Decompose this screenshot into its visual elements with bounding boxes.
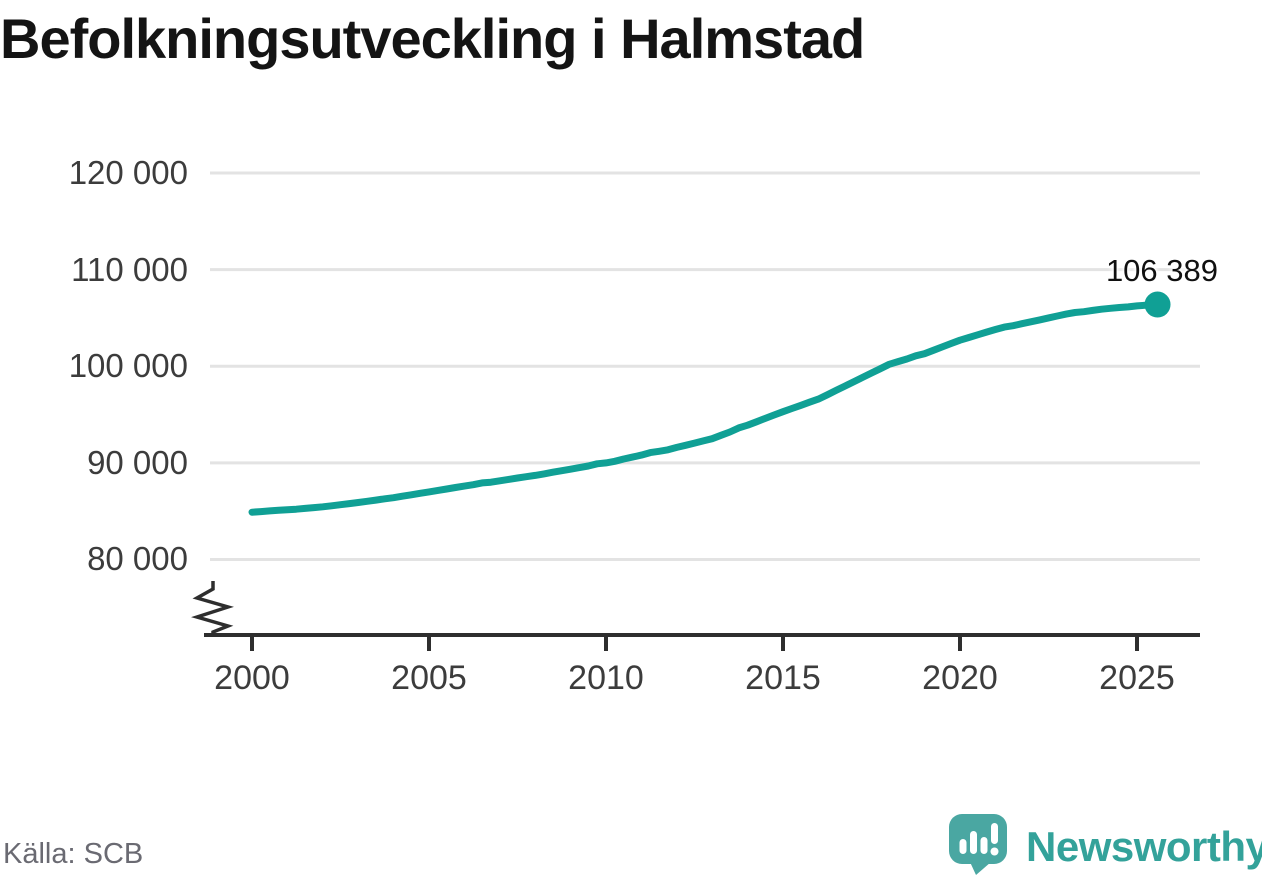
newsworthy-logo: Newsworthy — [946, 812, 1262, 876]
newsworthy-bubble-chart-icon — [949, 814, 1007, 875]
end-value-label: 106 389 — [1105, 253, 1218, 288]
y-axis-tick-label: 120 000 — [68, 154, 188, 191]
y-axis-tick-label: 110 000 — [71, 251, 188, 288]
y-axis-tick-label: 80 000 — [87, 540, 188, 577]
x-axis-tick-label: 2000 — [214, 659, 290, 697]
x-axis-tick-label: 2015 — [745, 659, 821, 697]
x-axis-tick-label: 2020 — [922, 659, 998, 697]
end-point-dot — [1144, 291, 1171, 318]
x-axis-tick-label: 2025 — [1099, 659, 1175, 697]
newsworthy-wordmark: Newsworthy — [1026, 823, 1262, 870]
source-note: Källa: SCB — [3, 838, 144, 870]
axis-break-zigzag — [191, 581, 234, 637]
x-axis-tick-label: 2010 — [568, 659, 644, 697]
chart-title: Befolkningsutveckling i Halmstad — [0, 7, 865, 70]
x-axis-tick-label: 2005 — [391, 659, 467, 697]
population-line — [248, 301, 1161, 516]
y-axis-tick-label: 90 000 — [87, 444, 188, 481]
y-axis-tick-label: 100 000 — [68, 347, 188, 384]
